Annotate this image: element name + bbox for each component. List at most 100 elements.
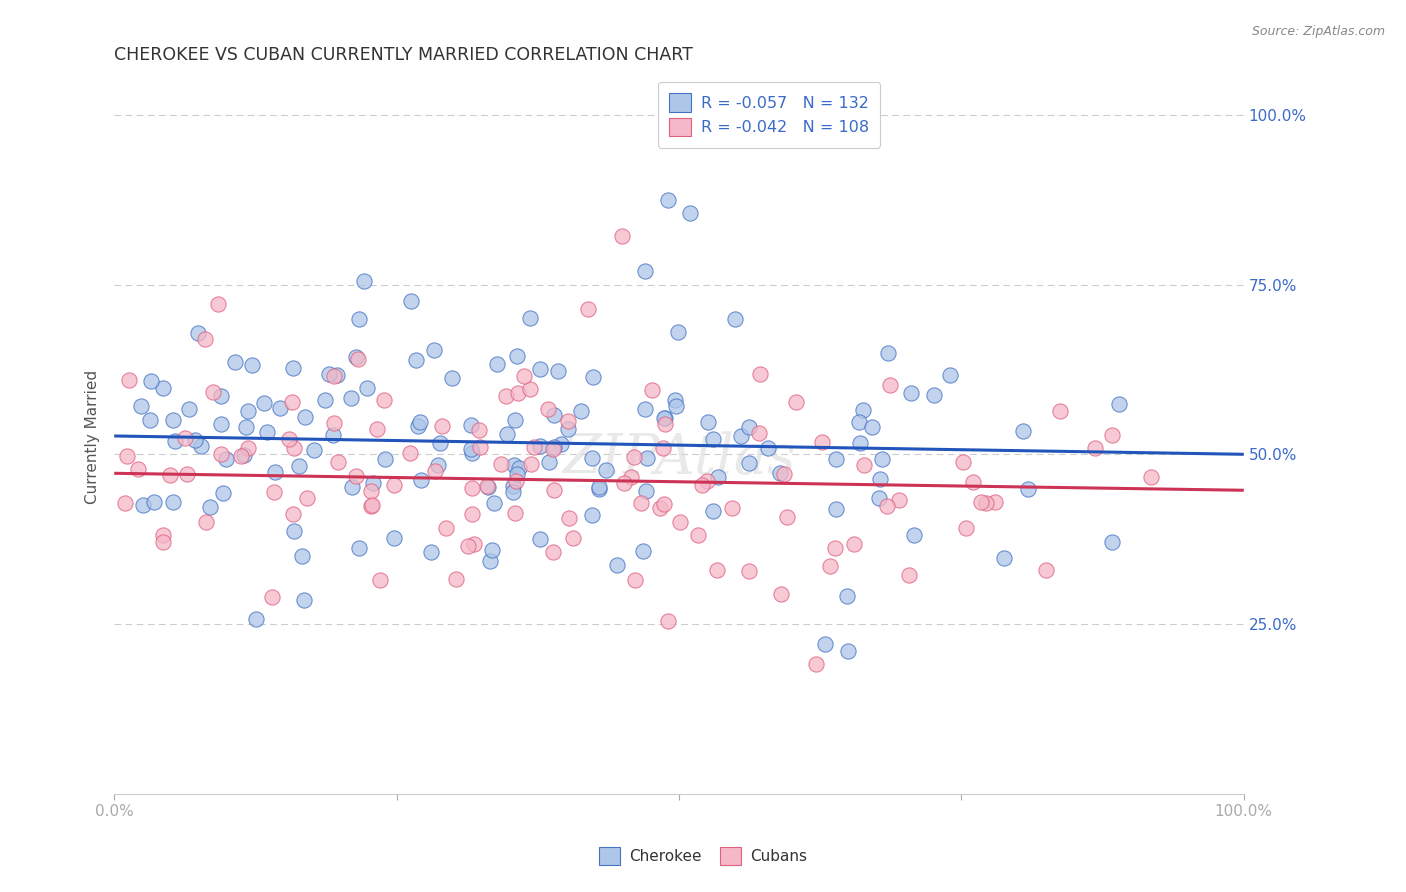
Point [321,427,343,442]
Point [207,297,229,311]
Point [482,496,505,510]
Point [582,369,605,384]
Point [641,383,664,397]
Point [253,396,276,410]
Point [489,458,512,472]
Point [139,413,162,427]
Point [398,445,420,459]
Point [283,524,305,539]
Point [302,442,325,457]
Point [373,393,395,408]
Point [340,480,363,494]
Point [408,419,430,434]
Point [200,500,222,515]
Point [1012,424,1035,438]
Point [344,350,367,364]
Point [360,484,382,499]
Point [193,332,215,346]
Point [477,479,499,493]
Point [401,294,423,309]
Point [1035,563,1057,577]
Point [444,572,467,586]
Point [278,432,301,446]
Point [922,388,945,402]
Point [347,352,370,367]
Point [652,441,675,455]
Point [468,423,491,437]
Point [1049,403,1071,417]
Point [214,451,236,466]
Point [291,549,314,563]
Point [292,592,315,607]
Point [1108,397,1130,411]
Point [460,481,482,495]
Point [209,389,232,403]
Point [374,451,396,466]
Point [974,496,997,510]
Point [613,476,636,491]
Point [269,401,291,416]
Point [325,368,347,382]
Point [529,532,551,546]
Point [664,392,686,407]
Point [502,484,524,499]
Point [547,364,569,378]
Point [229,450,252,464]
Point [127,462,149,476]
Point [294,410,316,425]
Point [520,457,543,471]
Point [825,452,848,467]
Point [142,495,165,509]
Point [519,311,541,326]
Point [657,193,679,207]
Point [690,478,713,492]
Point [405,353,427,368]
Point [503,413,526,427]
Point [634,402,657,417]
Point [506,349,529,363]
Point [318,368,340,382]
Point [281,361,304,376]
Point [879,377,901,392]
Point [508,460,530,475]
Point [281,507,304,521]
Point [201,385,224,400]
Point [624,573,647,587]
Point [848,415,870,429]
Point [409,416,432,430]
Point [543,440,565,454]
Point [187,326,209,340]
Point [460,418,482,433]
Point [633,544,655,558]
Text: ZIPAtlas: ZIPAtlas [562,432,796,486]
Point [177,401,200,416]
Point [686,527,709,541]
Point [263,485,285,500]
Text: Source: ZipAtlas.com: Source: ZipAtlas.com [1251,25,1385,38]
Point [485,357,508,371]
Point [955,521,977,535]
Point [174,431,197,445]
Point [984,495,1007,509]
Point [962,475,984,490]
Point [876,499,898,513]
Point [423,343,446,358]
Point [115,449,138,463]
Point [889,492,911,507]
Point [434,520,457,534]
Point [361,498,384,512]
Point [903,527,925,541]
Point [288,458,311,473]
Point [650,500,672,515]
Point [260,590,283,604]
Point [256,425,278,439]
Point [748,426,770,441]
Point [868,491,890,506]
Point [837,644,859,658]
Point [702,432,724,446]
Point [118,373,141,387]
Point [818,559,841,574]
Point [666,325,689,339]
Point [323,368,346,383]
Point [606,558,628,573]
